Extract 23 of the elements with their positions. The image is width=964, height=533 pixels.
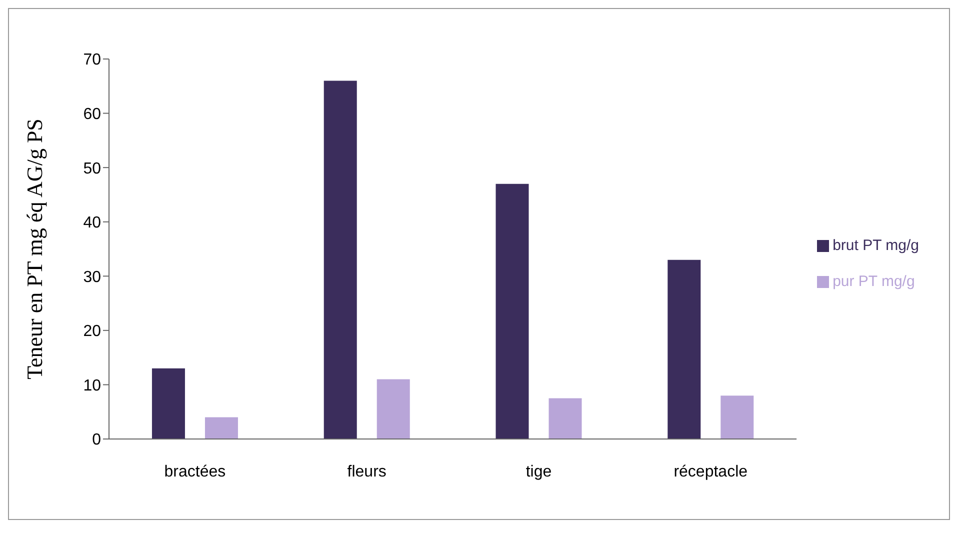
y-tick-label: 0: [92, 432, 102, 449]
bar: [548, 398, 582, 439]
legend-label: pur PT mg/g: [832, 273, 915, 290]
bar: [668, 260, 701, 439]
y-tick-label: 40: [83, 214, 102, 232]
y-tick-label: 50: [83, 160, 102, 178]
bar: [324, 80, 357, 439]
y-tick-label: 60: [83, 106, 102, 123]
y-axis-title: Teneur en PT mg éq AG/g PS: [22, 118, 47, 380]
bar: [720, 396, 754, 439]
legend-label: brut PT mg/g: [832, 237, 919, 254]
x-tick-label: bractées: [164, 463, 226, 480]
y-tick-label: 20: [83, 323, 102, 340]
bar: [376, 379, 410, 439]
bar: [152, 368, 185, 439]
x-tick-label: fleurs: [347, 463, 386, 480]
x-tick-label: réceptacle: [674, 463, 748, 480]
y-tick-label: 30: [83, 268, 102, 286]
bar: [204, 417, 238, 439]
bar: [496, 184, 529, 439]
y-tick-label: 10: [83, 377, 102, 394]
x-tick-label: tige: [526, 463, 552, 480]
y-tick-label: 70: [83, 52, 102, 69]
